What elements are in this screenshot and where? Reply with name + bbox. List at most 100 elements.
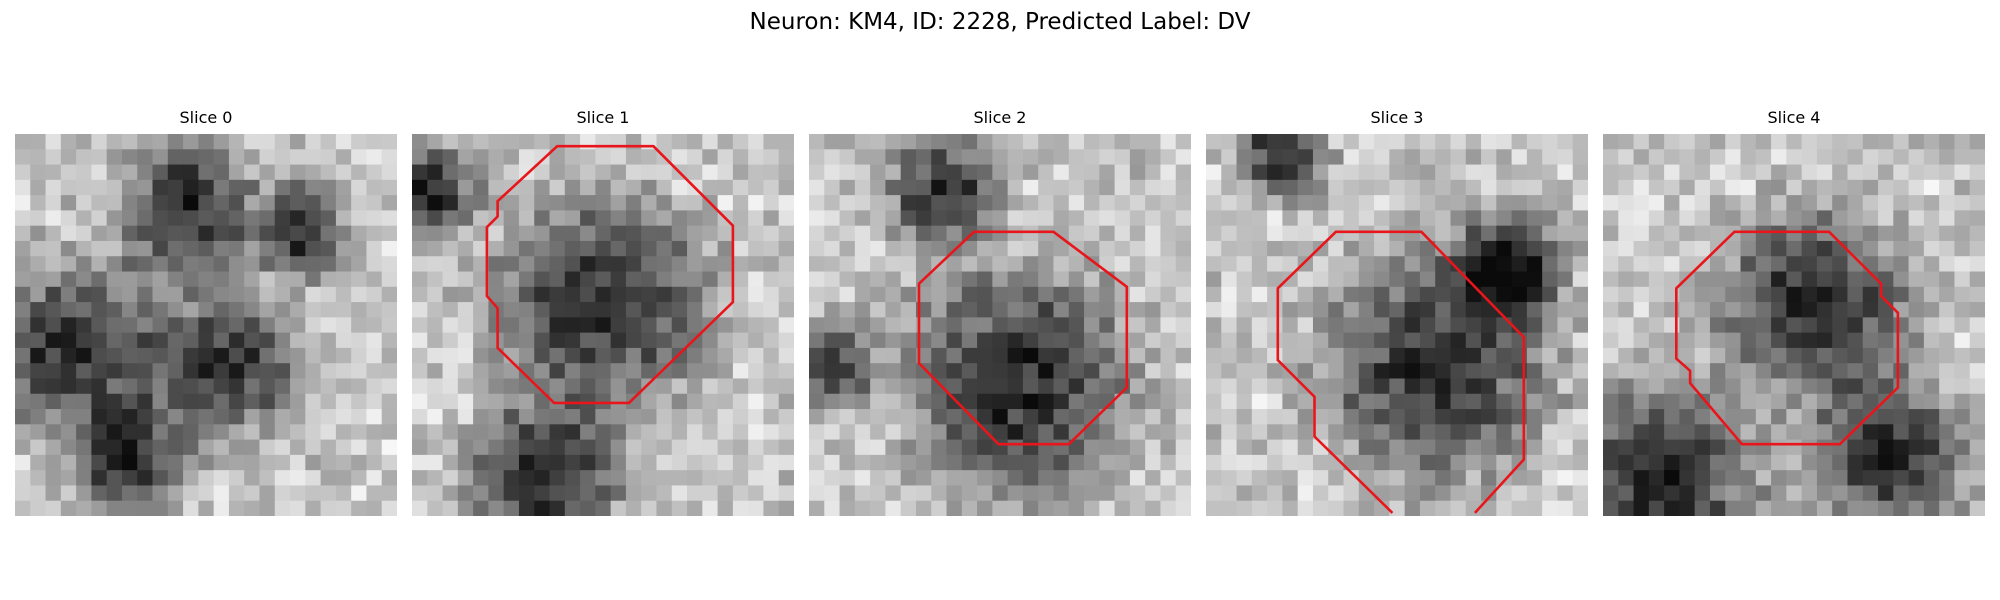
image-pixel [1374, 225, 1390, 242]
image-pixel [381, 240, 397, 257]
image-pixel [1496, 454, 1513, 471]
image-pixel [45, 409, 62, 425]
image-pixel [1969, 240, 1985, 257]
image-pixel [900, 332, 917, 349]
image-pixel [1557, 500, 1574, 516]
image-pixel [1725, 286, 1742, 303]
image-pixel [1893, 332, 1910, 349]
image-pixel [1862, 256, 1879, 273]
image-pixel [1282, 317, 1299, 334]
image-pixel [427, 271, 444, 288]
image-pixel [656, 500, 673, 516]
image-pixel [1740, 256, 1757, 273]
image-pixel [1374, 470, 1390, 487]
image-pixel [778, 485, 794, 502]
image-pixel [30, 225, 47, 242]
image-pixel [1465, 271, 1482, 288]
image-pixel [549, 286, 566, 303]
image-pixel [213, 485, 230, 502]
image-pixel [1893, 485, 1910, 502]
image-pixel [198, 210, 215, 227]
image-pixel [1801, 424, 1818, 441]
image-pixel [1679, 485, 1696, 502]
image-pixel [76, 134, 92, 150]
image-pixel [1022, 286, 1039, 303]
image-pixel [518, 271, 535, 288]
image-pixel [1709, 271, 1726, 288]
image-pixel [1969, 439, 1985, 456]
image-pixel [961, 302, 978, 318]
image-pixel [1160, 500, 1177, 516]
image-pixel [91, 225, 108, 242]
image-pixel [1282, 240, 1299, 257]
image-pixel [717, 134, 734, 150]
image-pixel [1038, 424, 1055, 441]
image-pixel [1939, 302, 1956, 318]
image-pixel [183, 409, 199, 425]
image-pixel [1664, 470, 1680, 487]
image-pixel [595, 347, 612, 364]
image-pixel [1725, 256, 1742, 273]
image-pixel [1206, 424, 1222, 441]
image-pixel [91, 317, 108, 334]
image-pixel [1771, 378, 1787, 395]
image-pixel [1328, 210, 1345, 227]
image-pixel [854, 378, 871, 395]
image-pixel [1389, 439, 1406, 456]
image-pixel [213, 393, 230, 410]
image-pixel [977, 393, 993, 410]
image-pixel [1129, 225, 1146, 242]
image-pixel [1389, 256, 1406, 273]
image-pixel [381, 256, 397, 273]
image-pixel [1847, 240, 1864, 257]
image-pixel [1068, 149, 1085, 166]
image-pixel [1068, 454, 1085, 471]
image-pixel [671, 347, 688, 364]
image-pixel [366, 439, 383, 456]
image-pixel [1007, 240, 1024, 257]
image-pixel [641, 256, 658, 273]
image-pixel [1175, 439, 1191, 456]
image-pixel [1908, 271, 1925, 288]
image-pixel [228, 347, 245, 364]
image-pixel [1832, 500, 1849, 516]
image-pixel [748, 424, 765, 441]
image-pixel [1755, 378, 1772, 395]
image-pixel [442, 332, 459, 349]
image-pixel [1099, 454, 1116, 471]
image-pixel [1633, 470, 1650, 487]
image-pixel [977, 271, 993, 288]
image-pixel [1404, 256, 1421, 273]
image-pixel [15, 302, 31, 318]
image-pixel [1557, 149, 1574, 166]
image-pixel [1084, 164, 1100, 181]
image-pixel [1694, 225, 1711, 242]
image-pixel [1816, 470, 1833, 487]
image-pixel [1709, 317, 1726, 334]
image-pixel [1740, 225, 1757, 242]
image-pixel [1007, 470, 1024, 487]
image-pixel [1542, 393, 1559, 410]
image-pixel [656, 393, 673, 410]
image-pixel [351, 240, 368, 257]
image-pixel [824, 134, 841, 150]
image-pixel [1908, 378, 1925, 395]
image-pixel [320, 424, 337, 441]
image-pixel [427, 378, 444, 395]
image-pixel [167, 485, 184, 502]
image-pixel [1755, 271, 1772, 288]
image-pixel [1740, 240, 1757, 257]
image-pixel [915, 378, 932, 395]
image-pixel [1404, 454, 1421, 471]
image-pixel [1618, 195, 1635, 211]
image-pixel [1618, 210, 1635, 227]
image-pixel [1282, 225, 1299, 242]
image-pixel [1312, 454, 1329, 471]
image-pixel [1801, 164, 1818, 181]
image-pixel [274, 149, 291, 166]
image-pixel [320, 439, 337, 456]
image-pixel [1816, 317, 1833, 334]
image-pixel [1206, 271, 1222, 288]
image-pixel [60, 210, 77, 227]
image-pixel [1358, 134, 1375, 150]
